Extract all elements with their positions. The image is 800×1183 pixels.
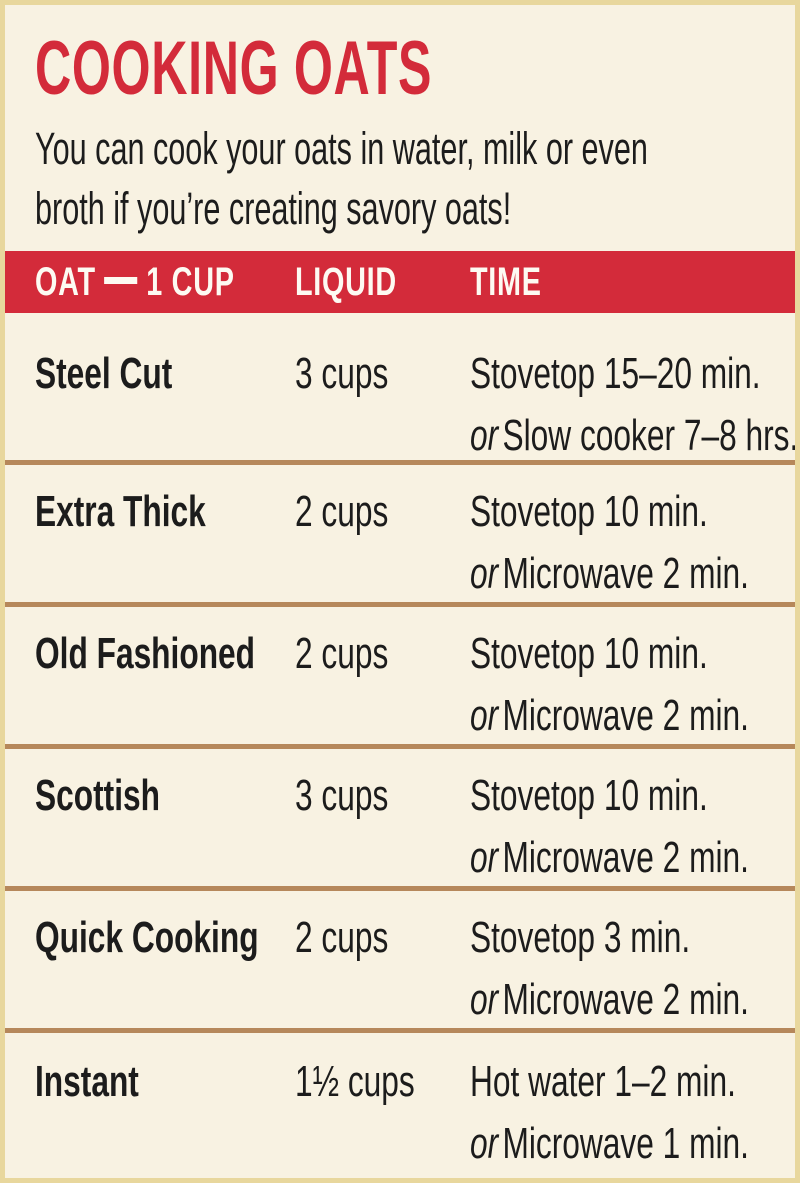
time-line-2: orSlow cooker 7–8 hrs. (470, 411, 799, 460)
time-line-1: Stovetop 3 min. (470, 913, 691, 962)
time-line-2: orMicrowave 2 min. (470, 549, 749, 598)
column-header-liquid: LIQUID (295, 259, 397, 304)
table-row: Instant 1½ cups Hot water 1–2 min. orMic… (5, 1033, 795, 1178)
table-header-bar: OAT 1 CUP LIQUID TIME (5, 251, 795, 313)
time-line-1: Stovetop 10 min. (470, 771, 708, 820)
oat-name-cell: Old Fashioned (35, 629, 256, 678)
time-cell: Stovetop 10 min. orMicrowave 2 min. (470, 481, 795, 605)
time-line-2: orMicrowave 1 min. (470, 1119, 749, 1168)
card-subtitle: You can cook your oats in water, milk or… (35, 119, 765, 239)
liquid-cell: 3 cups (295, 771, 389, 820)
page-title: COOKING OATS (35, 26, 433, 111)
or-label: or (470, 411, 499, 460)
oat-name-cell: Steel Cut (35, 349, 173, 398)
time-line-2: orMicrowave 2 min. (470, 833, 749, 882)
liquid-cell: 3 cups (295, 349, 389, 398)
table-row: Steel Cut 3 cups Stovetop 15–20 min. orS… (5, 313, 799, 467)
liquid-cell: 1½ cups (295, 1057, 415, 1106)
column-header-oat: OAT 1 CUP (35, 259, 235, 304)
or-label: or (470, 1119, 499, 1168)
time-cell: Stovetop 10 min. orMicrowave 2 min. (470, 623, 795, 747)
column-header-time: TIME (470, 259, 542, 304)
liquid-cell: 2 cups (295, 487, 389, 536)
oat-name-cell: Quick Cooking (35, 913, 259, 962)
oat-name-cell: Extra Thick (35, 487, 206, 536)
table-row: Old Fashioned 2 cups Stovetop 10 min. or… (5, 607, 795, 749)
time-cell: Stovetop 3 min. orMicrowave 2 min. (470, 907, 795, 1031)
or-label: or (470, 833, 499, 882)
liquid-cell: 2 cups (295, 629, 389, 678)
subtitle-line: broth if you’re creating savory oats! (35, 183, 512, 234)
time-cell: Hot water 1–2 min. orMicrowave 1 min. (470, 1051, 795, 1178)
card-header: COOKING OATS You can cook your oats in w… (5, 5, 795, 239)
time-line-2: orMicrowave 2 min. (470, 975, 749, 1024)
time-line-1: Stovetop 10 min. (470, 629, 708, 678)
oat-name-cell: Instant (35, 1057, 139, 1106)
or-label: or (470, 975, 499, 1024)
time-line-1: Stovetop 10 min. (470, 487, 708, 536)
time-cell: Stovetop 10 min. orMicrowave 2 min. (470, 765, 795, 889)
liquid-cell: 2 cups (295, 913, 389, 962)
or-label: or (470, 691, 499, 740)
table-row: Quick Cooking 2 cups Stovetop 3 min. orM… (5, 891, 795, 1033)
time-line-2: orMicrowave 2 min. (470, 691, 749, 740)
equals-dash (104, 277, 138, 285)
table-row: Scottish 3 cups Stovetop 10 min. orMicro… (5, 749, 795, 891)
oat-name-cell: Scottish (35, 771, 160, 820)
time-cell: Stovetop 15–20 min. orSlow cooker 7–8 hr… (470, 343, 799, 467)
time-line-1: Stovetop 15–20 min. (470, 349, 761, 398)
subtitle-line: You can cook your oats in water, milk or… (35, 123, 648, 174)
or-label: or (470, 549, 499, 598)
time-line-1: Hot water 1–2 min. (470, 1057, 736, 1106)
table-row: Extra Thick 2 cups Stovetop 10 min. orMi… (5, 465, 795, 607)
